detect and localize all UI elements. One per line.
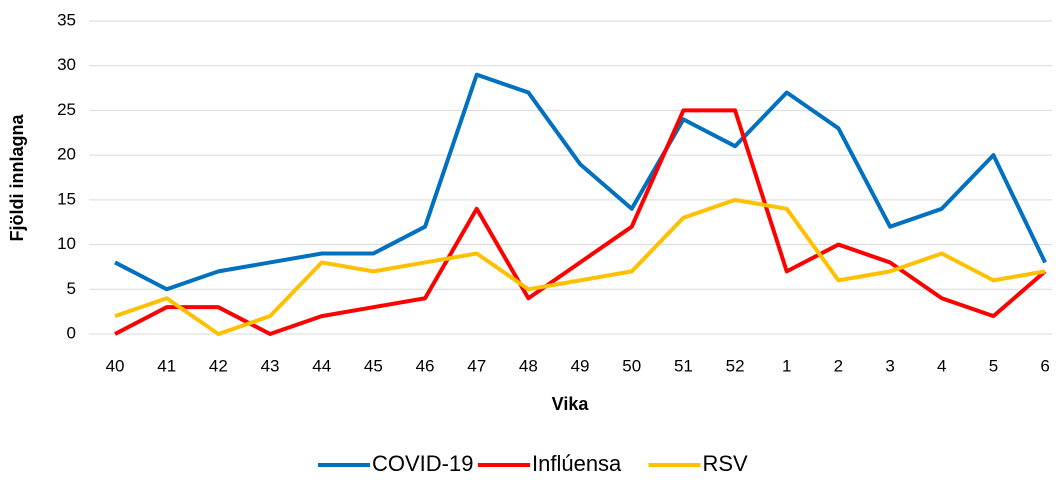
line-series	[114, 72, 1047, 292]
x-tick-label: 46	[416, 356, 435, 375]
x-tick-label: 52	[726, 356, 745, 375]
x-tick-label: 3	[885, 356, 894, 375]
x-tick-label: 40	[106, 356, 125, 375]
x-tick-label: 1	[782, 356, 791, 375]
line-series	[114, 197, 1046, 336]
y-tick-label: 5	[67, 279, 76, 298]
y-tick-label: 20	[57, 145, 76, 164]
y-tick-label: 10	[57, 234, 76, 253]
legend-label: COVID-19	[372, 451, 473, 476]
x-tick-label: 2	[834, 356, 843, 375]
legend-label: RSV	[703, 451, 749, 476]
x-tick-label: 47	[467, 356, 486, 375]
x-tick-label: 50	[622, 356, 641, 375]
line-series	[114, 108, 1047, 336]
x-tick-label: 43	[261, 356, 280, 375]
y-tick-label: 30	[57, 55, 76, 74]
x-tick-label: 51	[674, 356, 693, 375]
x-tick-label: 6	[1040, 356, 1049, 375]
legend-label: Inflúensa	[532, 451, 622, 476]
x-tick-label: 5	[989, 356, 998, 375]
x-axis-label: Vika	[552, 394, 590, 414]
y-tick-label: 15	[57, 189, 76, 208]
x-tick-label: 4	[937, 356, 946, 375]
y-tick-label: 25	[57, 100, 76, 119]
x-tick-label: 45	[364, 356, 383, 375]
x-tick-label: 44	[312, 356, 331, 375]
x-tick-label: 41	[157, 356, 176, 375]
y-axis-label: Fjöldi innlagna	[7, 114, 27, 242]
y-tick-label: 35	[57, 10, 76, 29]
x-tick-label: 49	[571, 356, 590, 375]
x-tick-label: 48	[519, 356, 538, 375]
x-tick-label: 42	[209, 356, 228, 375]
y-tick-label: 0	[67, 323, 76, 342]
